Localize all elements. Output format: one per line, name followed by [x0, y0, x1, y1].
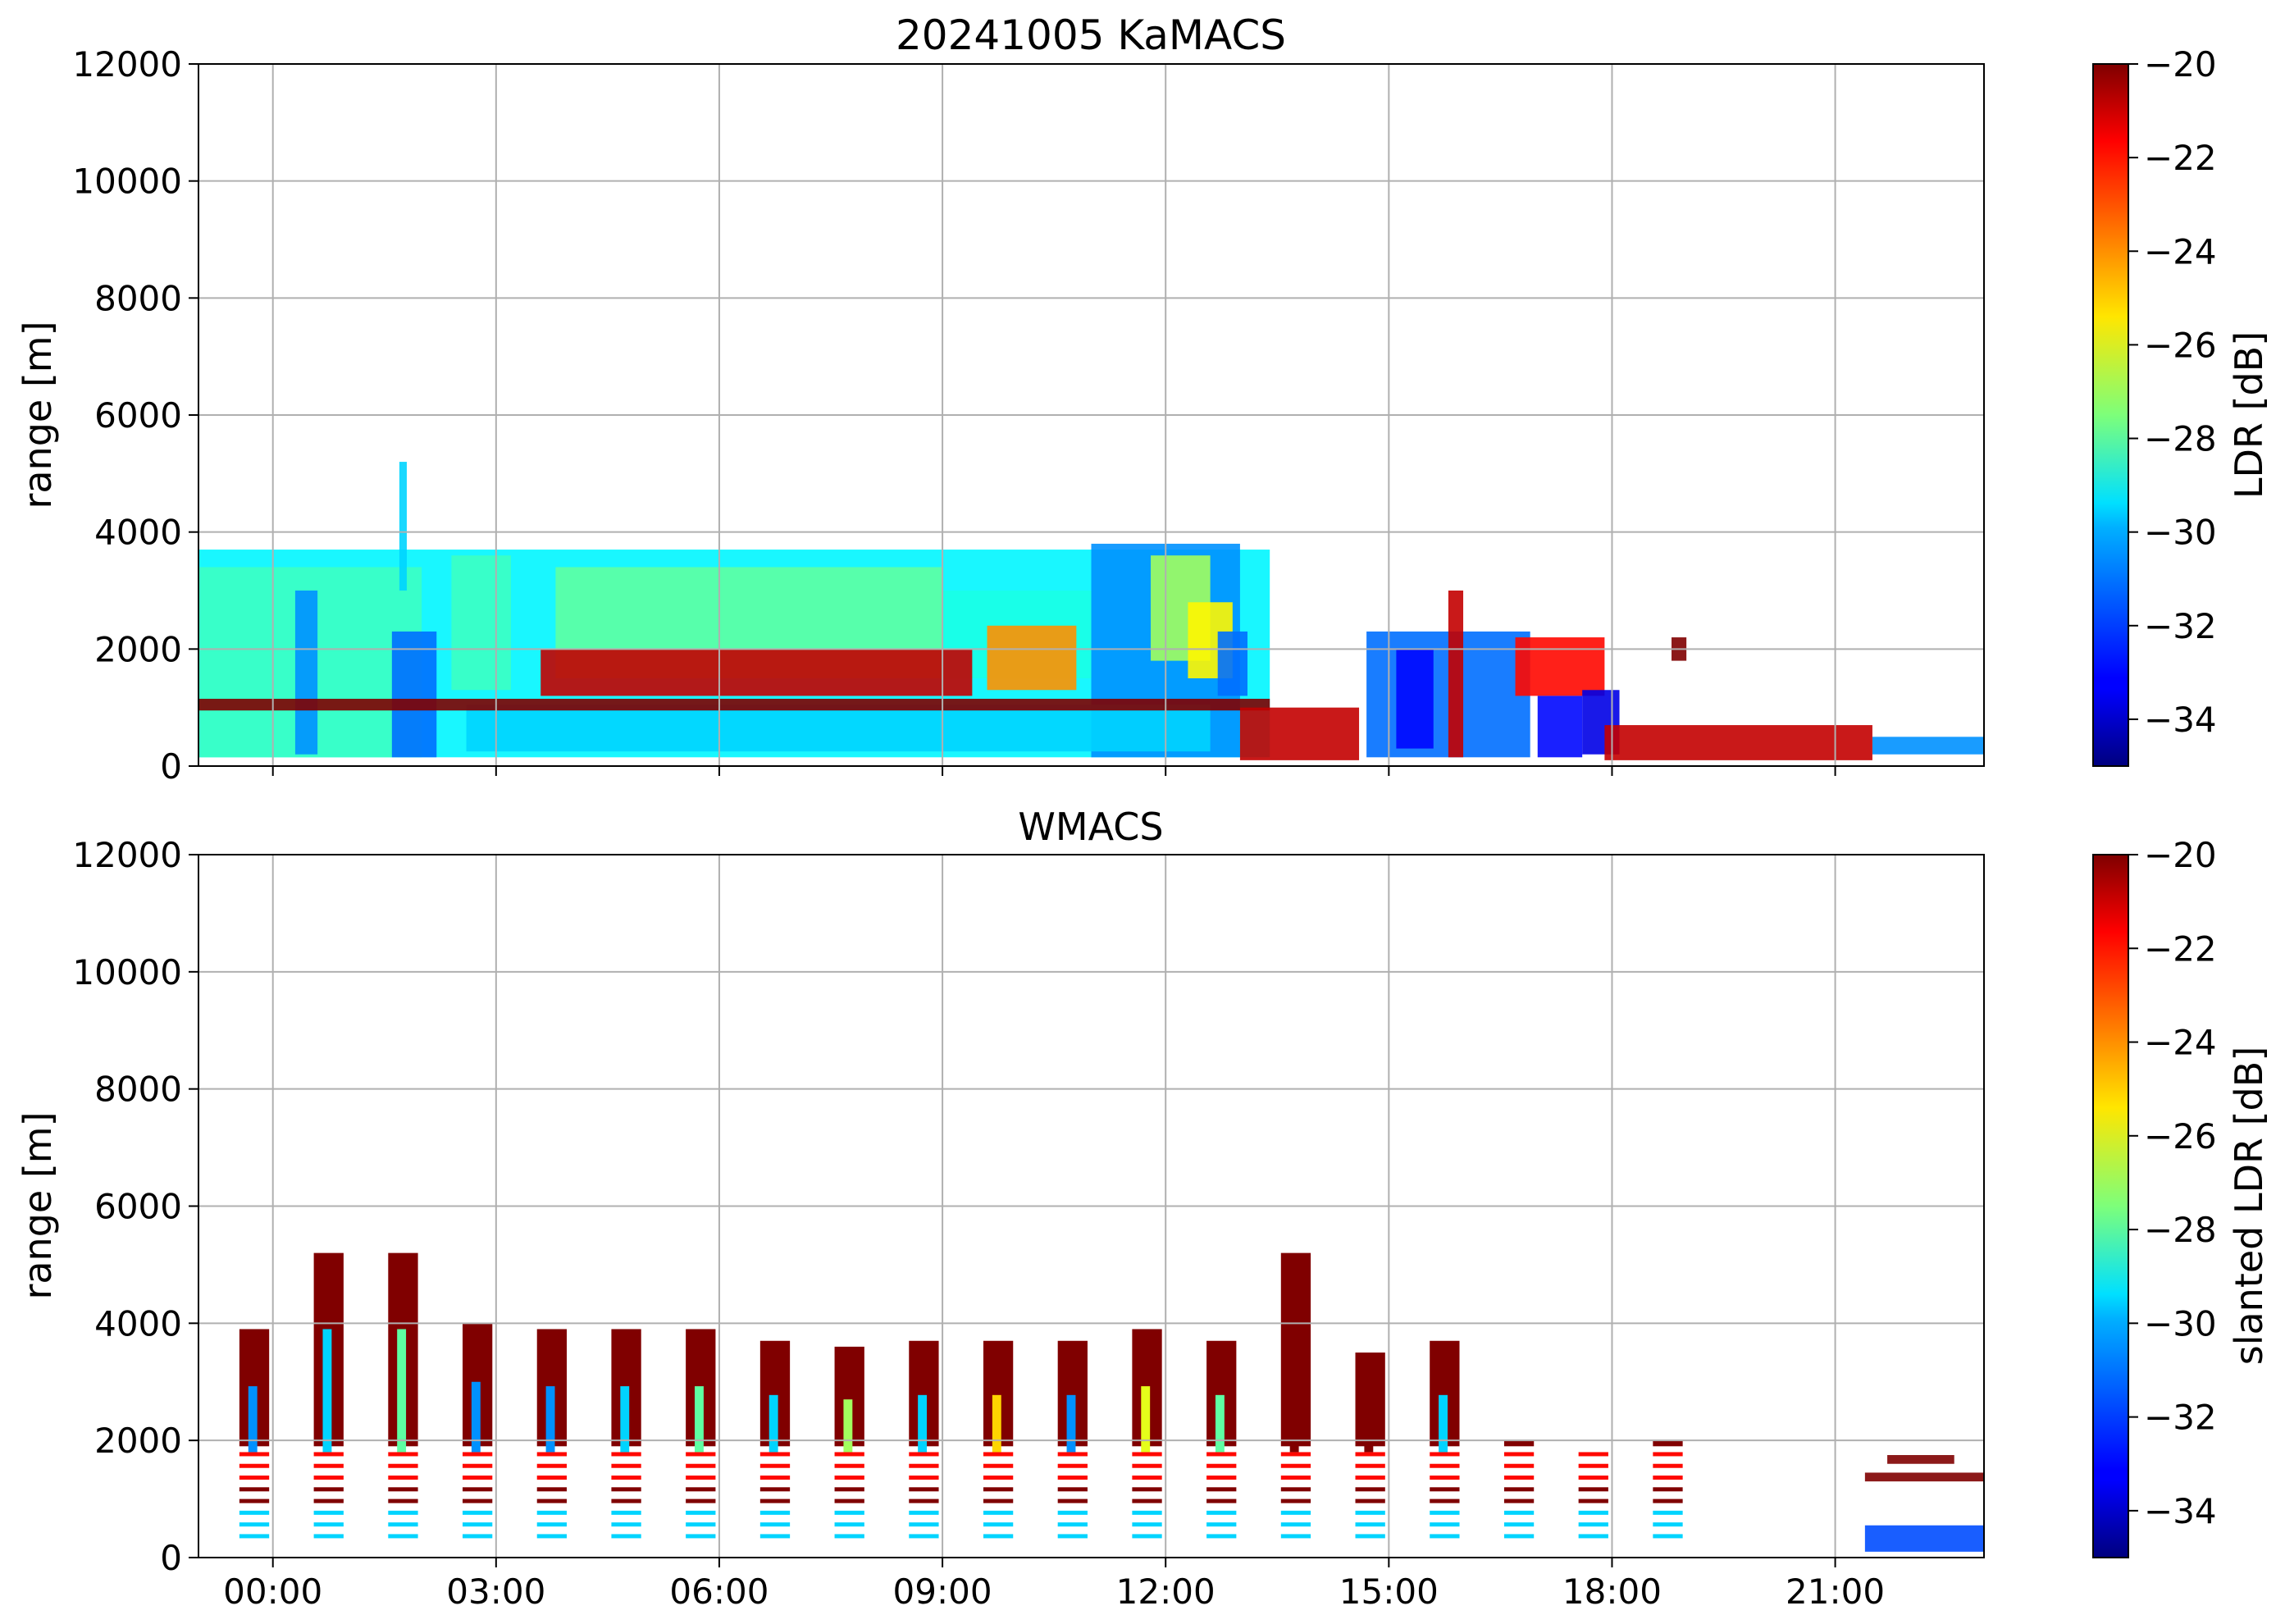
bottom-axes: 00:00 03:00 06:00 09:00 12:00 15:00 18:00 21:00…	[72, 835, 1885, 1612]
bottom-scan-column-2	[388, 1252, 418, 1539]
bottom-x-tick-label-5: 15:00	[1339, 1572, 1439, 1612]
bottom-y-tick-label-5: 10000	[72, 952, 182, 992]
bottom-y-tick-label-2: 4000	[94, 1303, 182, 1343]
bottom-colorbar-gradient	[2092, 854, 2129, 1558]
bottom-scan-column-0	[239, 1329, 270, 1539]
bottom-ldr-region-2	[1887, 1455, 1954, 1464]
bottom-colorbar-tick-label-7: −20	[2144, 835, 2217, 875]
bottom-scan-column-9	[909, 1340, 939, 1539]
bottom-x-tick-label-4: 12:00	[1116, 1572, 1215, 1612]
bottom-scan-column-18	[1578, 1452, 1608, 1539]
top-ldr-region-15	[198, 698, 1270, 711]
bottom-ldr-region-1	[1864, 1472, 1984, 1482]
bottom-scan-column-10	[983, 1340, 1014, 1539]
top-ldr-region-5	[451, 555, 511, 691]
top-colorbar-tick-label-7: −20	[2144, 44, 2217, 84]
bottom-ldr-region-0	[1864, 1525, 1984, 1552]
top-ldr-region-2	[294, 591, 318, 755]
top-ldr-region-18	[1448, 591, 1464, 758]
top-colorbar-tick-label-0: −34	[2144, 700, 2217, 740]
top-ldr-region-23	[1872, 737, 1984, 755]
top-ldr-region-13	[540, 649, 973, 696]
bottom-x-tick-label-1: 03:00	[446, 1572, 545, 1612]
top-y-tick-label-6: 12000	[72, 44, 182, 84]
bottom-scan-column-12	[1132, 1329, 1162, 1539]
top-panel-title: 20241005 KaMACS	[896, 11, 1286, 59]
top-y-tick-label-4: 8000	[94, 278, 182, 318]
top-colorbar-label: LDR [dB]	[2227, 331, 2271, 499]
bottom-scan-column-7	[759, 1340, 791, 1539]
top-grid	[198, 64, 1984, 766]
top-y-axis-label: range [m]	[16, 321, 60, 509]
top-ldr-region-14	[987, 625, 1077, 691]
bottom-y-tick-label-0: 0	[160, 1538, 182, 1578]
bottom-scan-column-13	[1206, 1340, 1237, 1539]
bottom-scan-column-1	[313, 1252, 344, 1539]
bottom-scan-column-19	[1653, 1440, 1683, 1539]
bottom-scan-column-8	[834, 1346, 864, 1539]
bottom-colorbar-tick-label-6: −22	[2144, 928, 2217, 969]
top-panel: 0 2000 4000 6000 8000 10000 12000 range [m]	[16, 44, 1985, 787]
bottom-colorbar-tick-label-3: −28	[2144, 1210, 2217, 1250]
bottom-data-layer	[239, 1252, 1984, 1552]
top-y-tick-label-0: 0	[160, 746, 182, 787]
top-colorbar-tick-label-5: −24	[2144, 231, 2217, 271]
top-axes: 0 2000 4000 6000 8000 10000 12000	[72, 44, 1836, 787]
top-colorbar: −34 −32 −30 −28 −26 −24 −22 −20 LDR [dB]	[2092, 44, 2271, 767]
top-colorbar-gradient	[2092, 63, 2129, 767]
top-ldr-region-12	[466, 705, 1211, 752]
top-colorbar-tick-label-3: −28	[2144, 419, 2217, 459]
bottom-panel: 00:00 03:00 06:00 09:00 12:00 15:00 18:00 21:00…	[16, 835, 1985, 1612]
bottom-x-tick-label-2: 06:00	[669, 1572, 769, 1612]
bottom-x-tick-label-3: 09:00	[893, 1572, 992, 1612]
bottom-scan-column-4	[536, 1329, 568, 1539]
top-ldr-region-24	[1239, 707, 1360, 760]
bottom-y-tick-label-1: 2000	[94, 1421, 182, 1461]
bottom-x-tick-label-7: 21:00	[1786, 1572, 1885, 1612]
bottom-x-tick-label-6: 18:00	[1562, 1572, 1662, 1612]
bottom-scan-column-16	[1430, 1340, 1460, 1539]
bottom-y-axis-label: range [m]	[16, 1111, 60, 1299]
bottom-colorbar: −34 −32 −30 −28 −26 −24 −22 −20 slanted LDR [dB…	[2092, 835, 2271, 1558]
bottom-y-tick-label-6: 12000	[72, 835, 182, 875]
bottom-panel-title: WMACS	[1018, 805, 1163, 849]
top-ldr-region-11	[1217, 631, 1247, 696]
top-ldr-region-20	[1537, 696, 1583, 758]
top-y-tick-label-5: 10000	[72, 162, 182, 202]
bottom-x-tick-label-0: 00:00	[223, 1572, 322, 1612]
bottom-colorbar-label: slanted LDR [dB]	[2227, 1047, 2271, 1366]
bottom-colorbar-ticks: −34 −32 −30 −28 −26 −24 −22 −20	[2128, 835, 2217, 1531]
bottom-colorbar-tick-label-5: −24	[2144, 1023, 2217, 1063]
bottom-colorbar-tick-label-4: −26	[2144, 1116, 2217, 1156]
bottom-colorbar-tick-label-0: −34	[2144, 1491, 2217, 1531]
bottom-grid	[198, 855, 1984, 1558]
bottom-scan-column-15	[1355, 1353, 1385, 1539]
bottom-y-tick-label-4: 8000	[94, 1070, 182, 1110]
top-colorbar-tick-label-1: −32	[2144, 606, 2217, 646]
bottom-y-tick-label-3: 6000	[94, 1187, 182, 1227]
bottom-scan-column-3	[463, 1323, 493, 1539]
top-ldr-region-17	[1396, 649, 1434, 749]
top-colorbar-tick-label-2: −30	[2144, 513, 2217, 553]
bottom-scan-column-6	[686, 1329, 716, 1539]
top-colorbar-tick-label-4: −26	[2144, 325, 2217, 365]
bottom-scan-column-14	[1280, 1252, 1311, 1539]
bottom-scan-column-17	[1503, 1440, 1535, 1539]
top-colorbar-tick-label-6: −22	[2144, 138, 2217, 178]
bottom-colorbar-tick-label-2: −30	[2144, 1303, 2217, 1343]
top-y-tick-label-2: 4000	[94, 513, 182, 553]
top-y-tick-label-3: 6000	[94, 395, 182, 436]
top-ldr-region-19	[1515, 637, 1605, 696]
bottom-scan-column-11	[1057, 1340, 1088, 1539]
top-ldr-region-4	[399, 462, 407, 591]
bottom-colorbar-tick-label-1: −32	[2144, 1398, 2217, 1438]
bottom-scan-column-5	[611, 1329, 641, 1539]
top-colorbar-ticks: −34 −32 −30 −28 −26 −24 −22 −20	[2128, 44, 2217, 740]
top-ldr-region-3	[391, 631, 437, 758]
top-ldr-region-25	[1604, 725, 1872, 760]
top-y-tick-label-1: 2000	[94, 629, 182, 669]
top-data-layer	[198, 462, 1984, 760]
